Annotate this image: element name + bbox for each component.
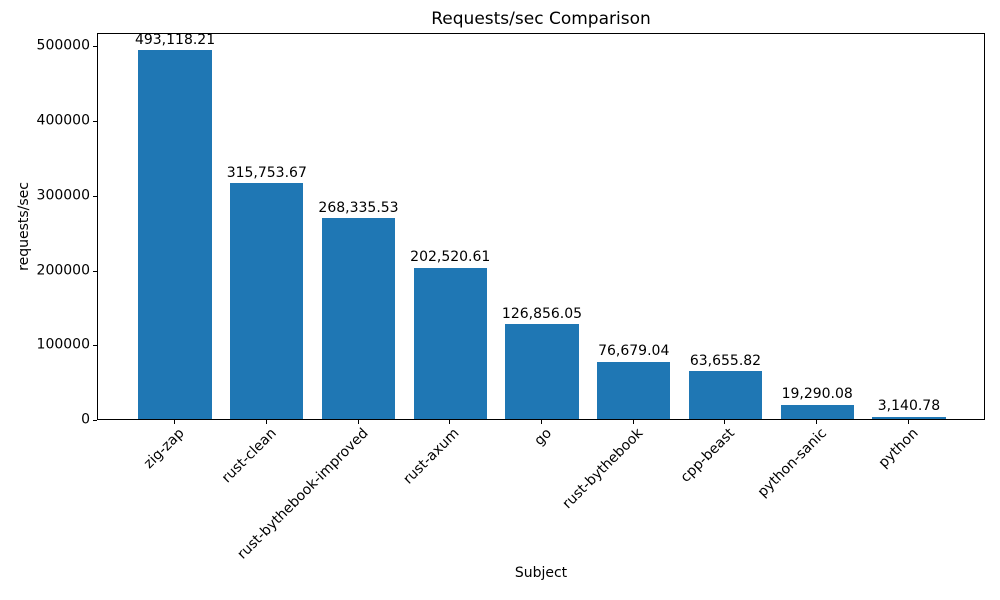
x-tick-mark	[357, 420, 359, 424]
bar	[413, 267, 487, 419]
plot-area: 493,118.21 315,753.67 268,335.53 202,520.61…	[97, 32, 985, 420]
y-axis-label: requests/sec	[14, 33, 34, 420]
bar-value-label: 202,520.61	[410, 249, 491, 266]
bar-value-label: 315,753.67	[226, 164, 307, 181]
bar	[230, 183, 304, 419]
x-tick-label: rust-axum	[400, 425, 463, 488]
chart-title: Requests/sec Comparison	[431, 9, 651, 29]
bar	[872, 416, 946, 419]
x-tick-mark	[632, 420, 634, 424]
x-tick-mark	[174, 420, 176, 424]
y-tick-label: 200000	[36, 261, 90, 278]
x-tick-mark	[724, 420, 726, 424]
bar	[138, 50, 212, 419]
bar	[688, 371, 763, 419]
x-tick-mark	[907, 420, 909, 424]
x-tick-mark	[541, 420, 542, 424]
bar	[505, 324, 579, 419]
y-axis-label-text: requests/sec	[16, 182, 32, 271]
bar-value-label: 268,335.53	[318, 200, 399, 217]
x-axis-label: Subject	[514, 565, 568, 581]
y-tick-mark	[93, 46, 97, 48]
y-tick-label: 500000	[36, 37, 90, 54]
bar-value-label: 126,856.05	[501, 305, 583, 322]
y-tick-mark	[93, 195, 97, 197]
x-tick-mark	[816, 420, 818, 424]
bar-value-label: 19,290.08	[781, 386, 853, 403]
x-tick-mark	[449, 420, 451, 424]
x-tick-label: rust-bythebook	[559, 425, 647, 513]
x-tick-mark	[265, 420, 267, 424]
x-tick-label: zig-zap	[141, 425, 188, 472]
x-tick-label: go	[530, 425, 555, 449]
y-tick-mark	[93, 121, 97, 123]
x-tick-label: cpp-beast	[677, 425, 739, 486]
bar	[597, 361, 671, 419]
y-tick-label: 400000	[36, 112, 90, 129]
y-tick-mark	[93, 345, 97, 347]
y-tick-mark	[93, 420, 97, 421]
bar-value-label: 493,118.21	[134, 32, 216, 49]
y-tick-label: 100000	[36, 336, 90, 353]
bar-value-label: 3,140.78	[877, 398, 941, 415]
bar	[780, 404, 854, 419]
bar-value-label: 63,655.82	[689, 353, 762, 370]
x-tick-label: python	[875, 425, 922, 472]
bar-value-label: 76,679.04	[598, 343, 670, 360]
x-tick-label: python-sanic	[754, 425, 830, 501]
bar	[321, 218, 396, 419]
y-tick-mark	[93, 270, 97, 272]
y-tick-label: 300000	[36, 187, 90, 204]
x-tick-label: rust-clean	[218, 425, 280, 487]
y-tick-label: 0	[81, 411, 90, 428]
